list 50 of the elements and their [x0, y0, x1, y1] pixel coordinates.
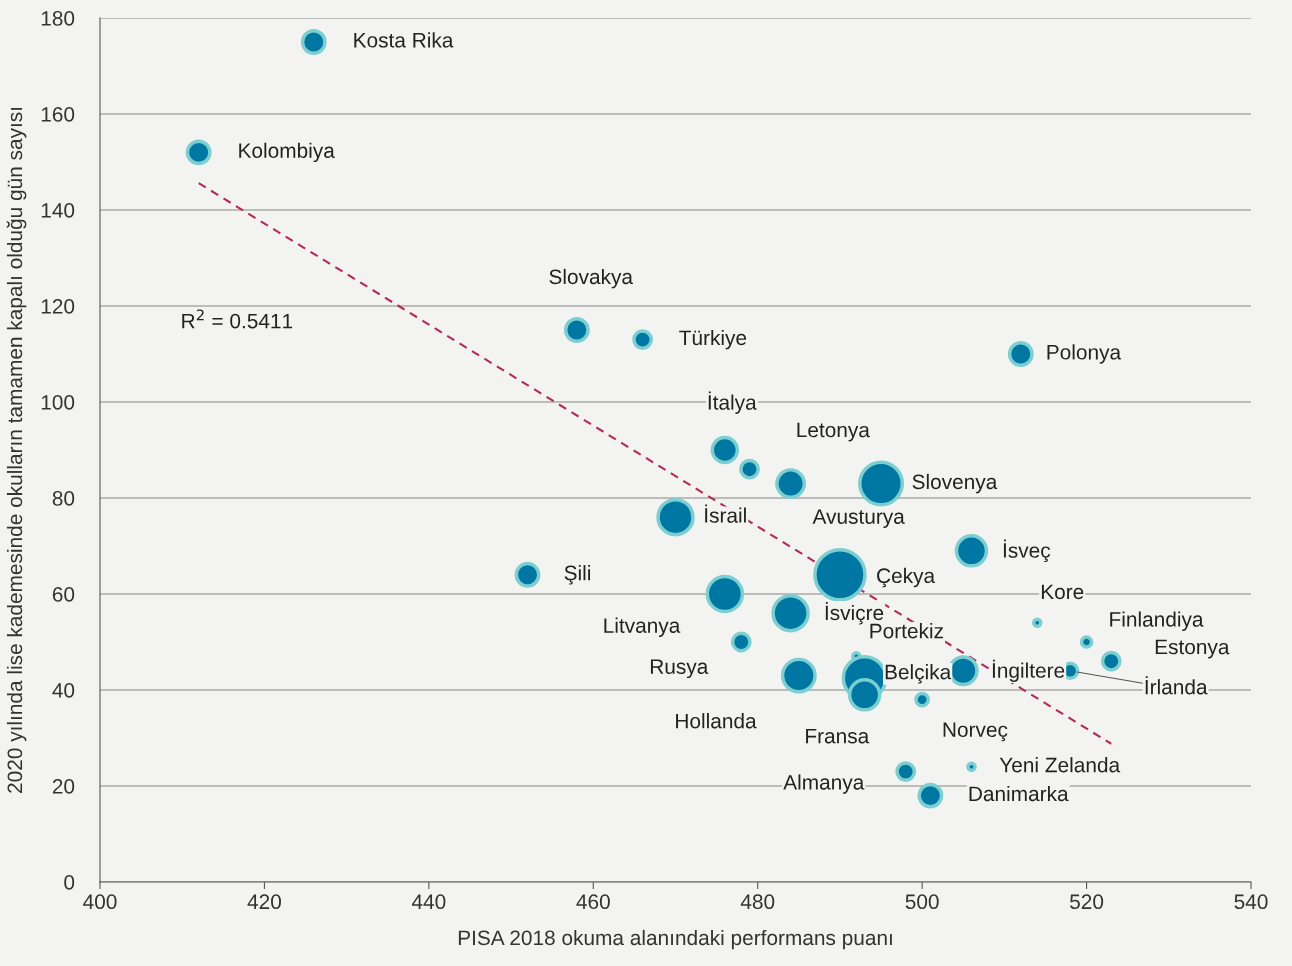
data-label: İsrail	[705, 504, 746, 523]
data-label: Slovenya	[912, 473, 998, 494]
data-label: Polonya	[1047, 344, 1122, 364]
y-tick-label: 0	[64, 875, 75, 890]
y-tick-label: 60	[52, 587, 75, 602]
data-label: Litvanya	[604, 617, 681, 638]
y-tick-label: 180	[41, 11, 75, 26]
data-label: Hollanda	[676, 713, 757, 729]
data-label: Almanya	[783, 774, 865, 794]
annotation: R$^{2}$ = 0.5411	[182, 309, 293, 329]
data-label: Slovakya	[549, 268, 633, 289]
data-label: Letonya	[797, 422, 870, 442]
x-tick-label: 500	[905, 894, 939, 910]
x-tick-label: 480	[740, 894, 775, 910]
data-label: İtalya	[708, 391, 757, 414]
data-label: Rusya	[650, 659, 709, 679]
x-tick-label: 460	[576, 894, 610, 910]
data-label: Türkiye	[679, 329, 747, 350]
data-label: Yeni Zelanda	[999, 757, 1121, 773]
y-tick-label: 20	[52, 779, 75, 794]
y-axis-title: 2020 yılında lise kademesinde okulların tamamen kapalı olduğu gün sayısı	[6, 108, 27, 793]
y-tick-label: 40	[52, 683, 75, 698]
x-tick-label: 520	[1070, 894, 1104, 910]
y-tick-label: 140	[41, 203, 75, 218]
y-tick-label: 100	[41, 395, 75, 410]
data-label: Danimarka	[969, 785, 1069, 802]
data-label: Şili	[564, 565, 590, 585]
data-label: İrlanda	[1145, 676, 1208, 695]
y-tick-label: 120	[41, 299, 75, 314]
data-label: Çekya	[877, 567, 936, 588]
data-label: Avusturya	[812, 509, 905, 529]
data-label: Kosta Rika	[354, 32, 454, 48]
data-label: Portekiz	[870, 623, 943, 639]
y-tick-label: 80	[52, 491, 75, 506]
data-label: Norveç	[943, 722, 1008, 742]
data-label: Kolombiya	[239, 142, 335, 163]
x-tick-label: 400	[83, 894, 117, 910]
data-label: İsviçre	[825, 601, 884, 625]
data-label: İsveç	[1003, 539, 1051, 563]
y-tick-label: 160	[41, 107, 75, 122]
data-label: Finlandiya	[1110, 611, 1204, 631]
x-tick-label: 440	[411, 894, 446, 910]
data-label: Belçika	[885, 664, 952, 684]
x-axis-title: PISA 2018 okuma alanındaki performans puanı	[458, 929, 892, 950]
x-tick-label: 540	[1234, 894, 1268, 910]
data-label: Fransa	[806, 728, 870, 744]
data-label: Kore	[1041, 584, 1084, 600]
data-label: İngiltere	[992, 659, 1065, 682]
data-label: Estonya	[1155, 639, 1230, 659]
x-tick-label: 420	[247, 894, 281, 910]
